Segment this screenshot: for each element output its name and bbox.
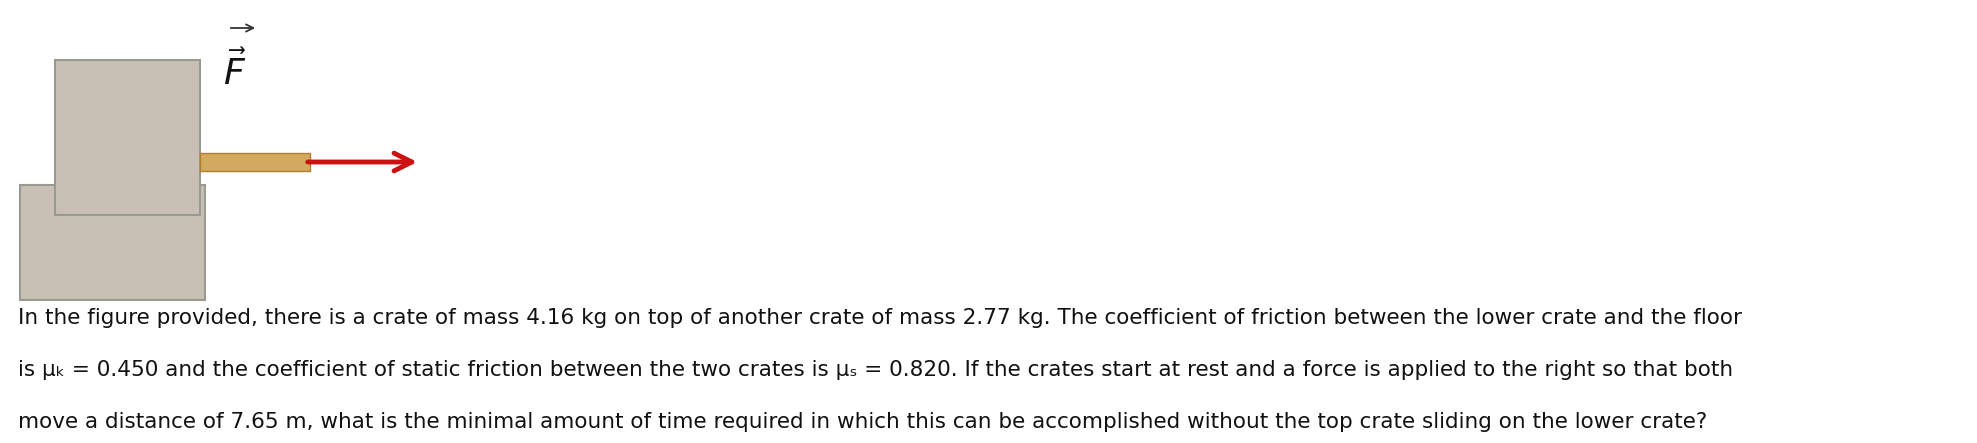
Text: is μₖ = 0.450 and the coefficient of static friction between the two crates is μ: is μₖ = 0.450 and the coefficient of sta… [18,360,1734,380]
Text: $\vec{F}$: $\vec{F}$ [223,50,247,92]
Text: In the figure provided, there is a crate of mass 4.16 kg on top of another crate: In the figure provided, there is a crate… [18,308,1742,328]
Bar [55,60,200,215]
Text: move a distance of 7.65 m, what is the minimal amount of time required in which : move a distance of 7.65 m, what is the m… [18,412,1708,432]
Bar [200,153,310,171]
Bar [20,185,206,300]
